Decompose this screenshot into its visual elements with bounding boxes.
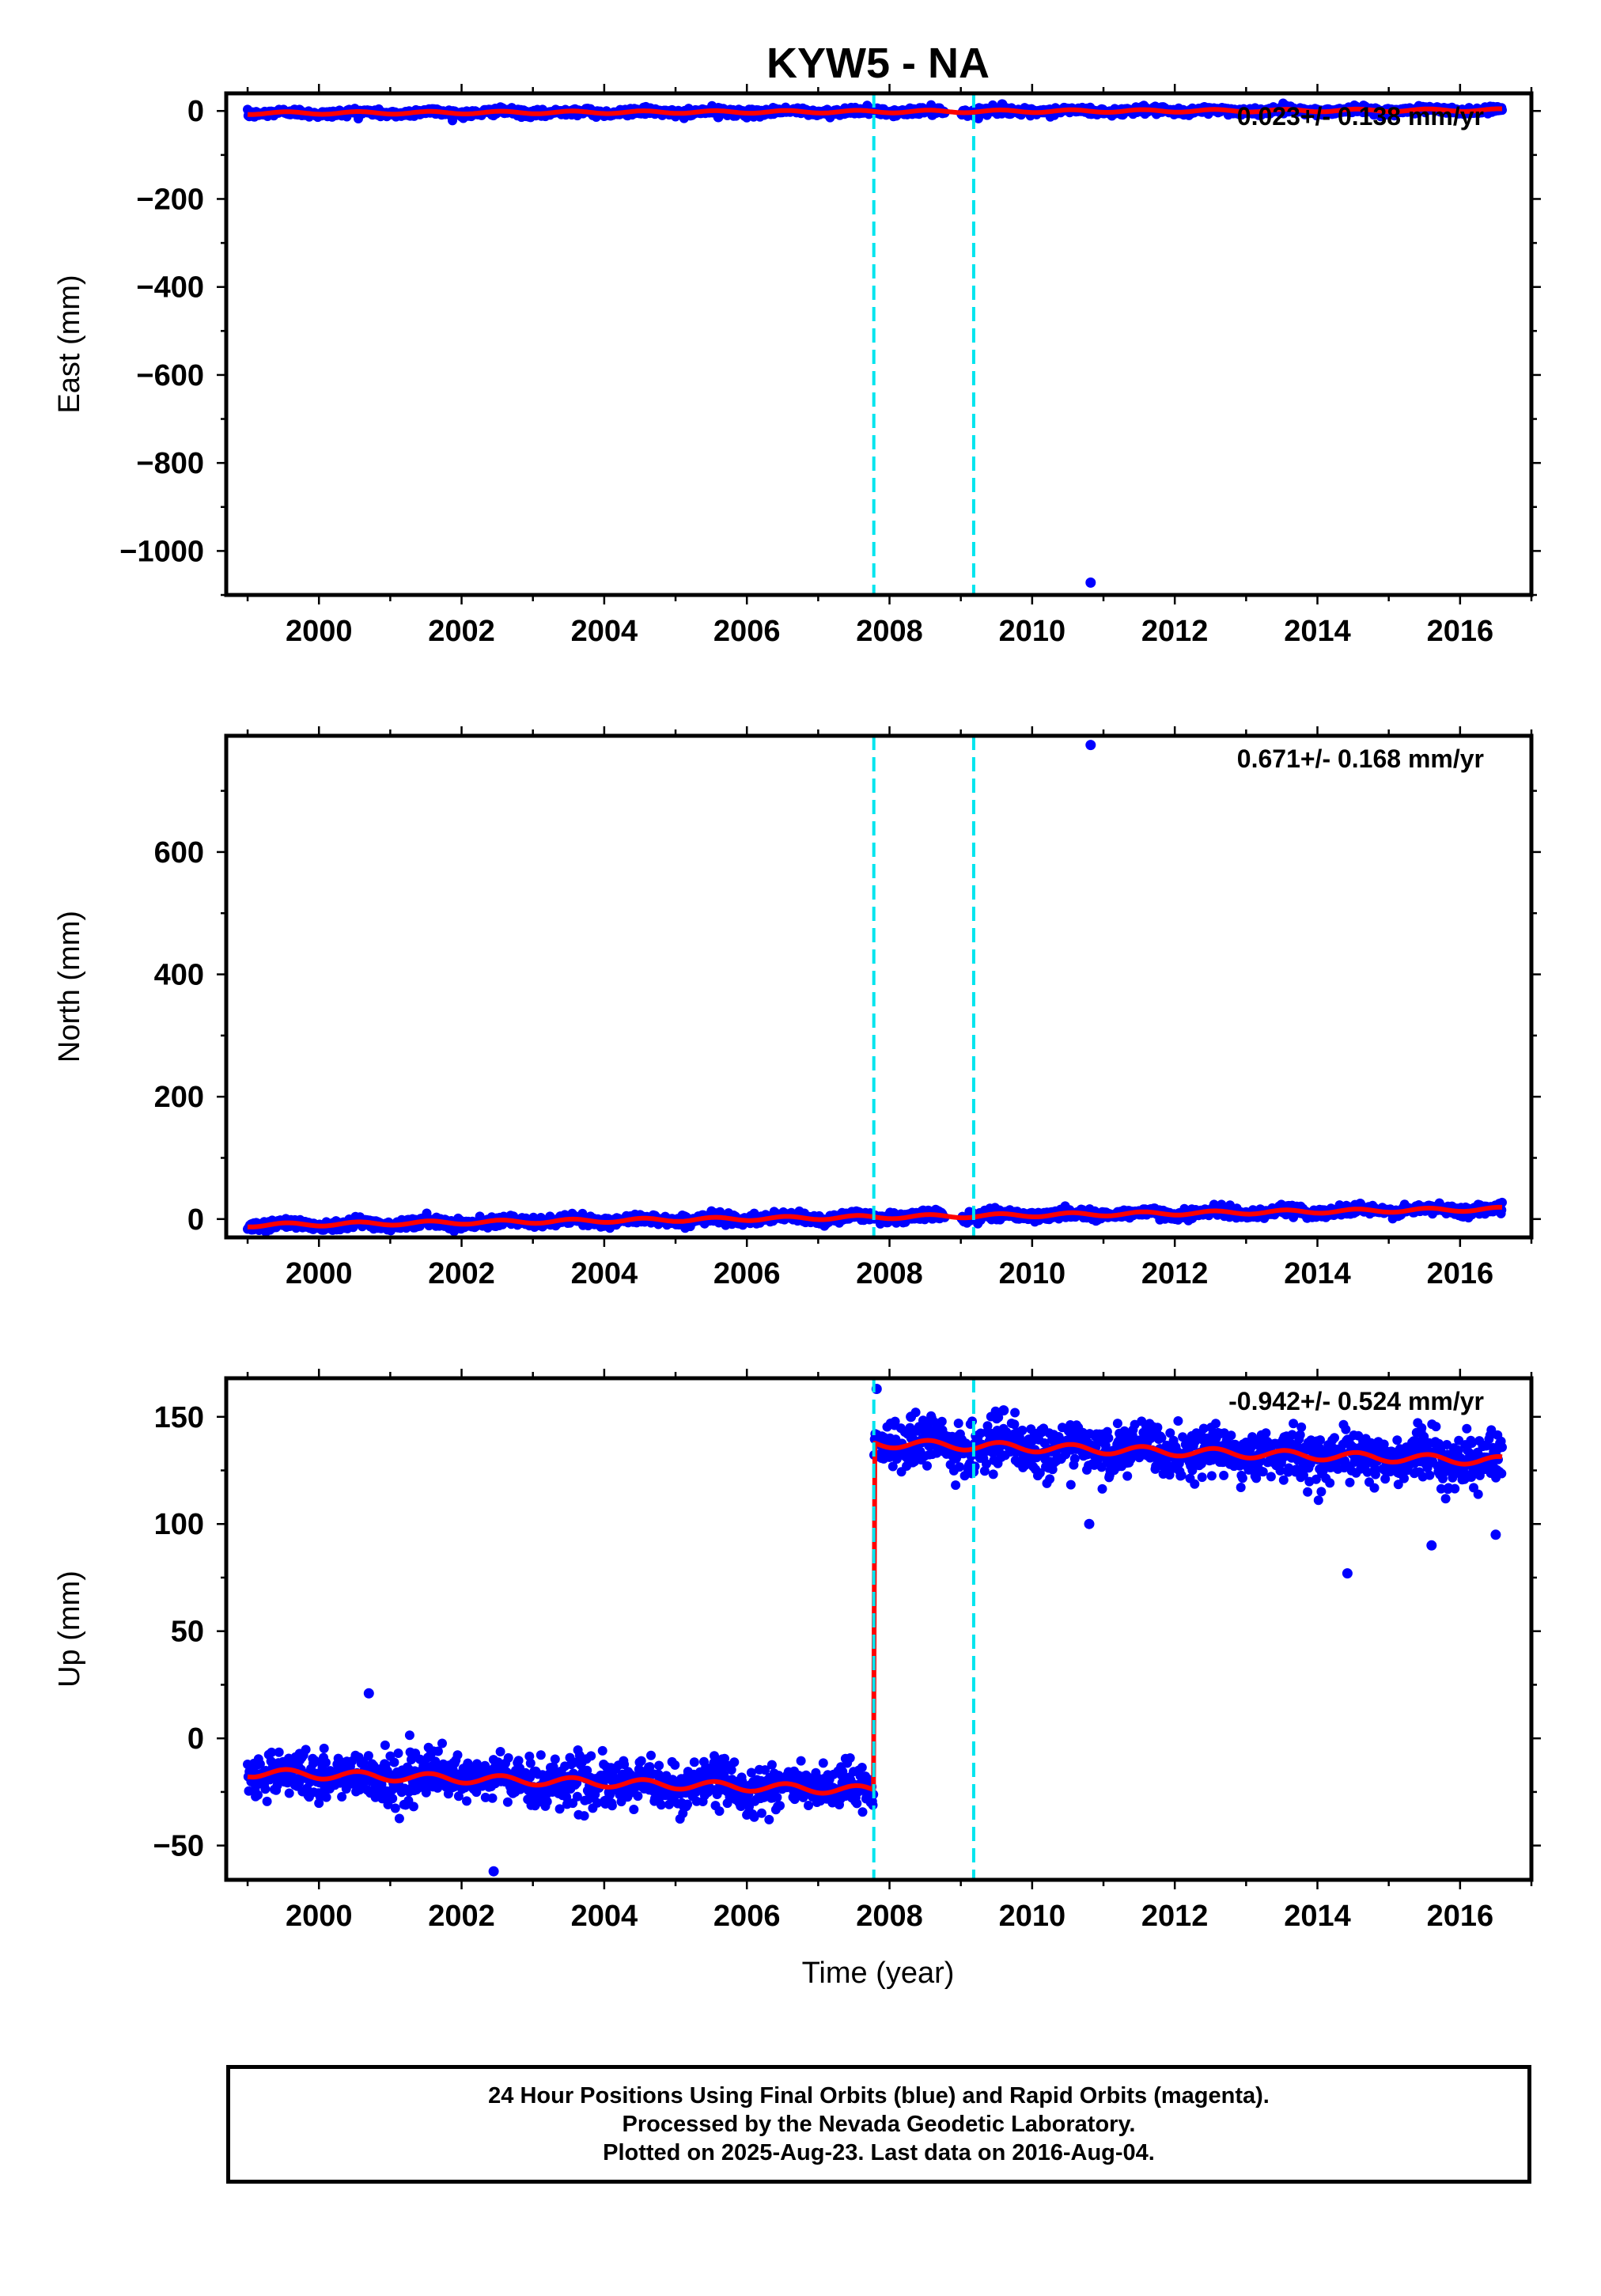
data-point <box>301 1745 311 1755</box>
data-point <box>284 1788 294 1798</box>
data-point <box>319 1743 329 1753</box>
x-tick-label: 2004 <box>571 1257 638 1290</box>
outlier-point <box>713 112 724 123</box>
data-point <box>390 1803 400 1813</box>
y-tick-label: −1000 <box>119 535 204 568</box>
data-point <box>437 1738 447 1749</box>
data-point <box>388 1794 398 1804</box>
x-tick-label: 2014 <box>1284 1257 1351 1290</box>
y-axis-label: East (mm) <box>53 275 86 413</box>
x-tick-label: 2002 <box>428 1257 495 1290</box>
x-tick-label: 2006 <box>713 615 781 648</box>
data-point <box>380 1740 390 1750</box>
x-tick-label: 2000 <box>286 615 353 648</box>
x-tick-label: 2006 <box>713 1257 781 1290</box>
data-point <box>393 1749 403 1758</box>
y-tick-label: 600 <box>154 836 204 870</box>
data-point <box>503 1752 513 1763</box>
x-tick-label: 2012 <box>1141 1257 1209 1290</box>
data-points <box>243 740 1507 1237</box>
x-tick-label: 2012 <box>1141 615 1209 648</box>
x-tick-label: 2008 <box>856 615 923 648</box>
data-point <box>404 1730 414 1741</box>
data-point <box>363 1751 373 1761</box>
y-tick-label: −200 <box>136 183 204 216</box>
x-tick-label: 2004 <box>571 615 638 648</box>
rate-label: 0.023+/- 0.138 mm/yr <box>1237 102 1484 131</box>
rate-label: 0.671+/- 0.168 mm/yr <box>1237 744 1484 773</box>
x-tick-label: 2010 <box>999 615 1066 648</box>
y-tick-label: 200 <box>154 1081 204 1114</box>
data-point <box>394 1813 404 1824</box>
data-point <box>253 1790 263 1800</box>
y-tick-label: 400 <box>154 959 204 992</box>
data-point <box>260 1784 271 1794</box>
outlier-point <box>1085 740 1096 751</box>
data-point <box>262 1796 272 1806</box>
outlier-point <box>1085 577 1096 588</box>
data-point <box>274 1747 284 1757</box>
y-axis-label: North (mm) <box>53 911 86 1063</box>
data-point <box>452 1750 463 1760</box>
data-point <box>408 1802 418 1812</box>
x-tick-label: 2010 <box>999 1257 1066 1290</box>
x-tick-label: 2016 <box>1427 615 1494 648</box>
data-point <box>462 1796 471 1806</box>
data-point <box>320 1757 331 1767</box>
panels: 2000 2002 2004 2006 2008 2010 2012 2014 20160−20… <box>53 84 1541 1933</box>
x-tick-label: 2002 <box>428 615 495 648</box>
plot-frame <box>224 91 1534 597</box>
x-tick-label: 2016 <box>1427 1257 1494 1290</box>
data-point <box>389 1757 399 1767</box>
data-point <box>321 1792 331 1802</box>
data-point <box>495 1747 505 1756</box>
data-point <box>487 1793 498 1803</box>
figure-title: KYW5 - NA <box>766 40 990 87</box>
panel-2: 2000 2002 2004 2006 2008 2010 2012 2014 2016 0 200… <box>53 726 1541 1290</box>
y-tick-label: −800 <box>136 447 204 480</box>
x-tick-label: 2000 <box>286 1257 353 1290</box>
data-point <box>502 1797 513 1807</box>
y-tick-label: −600 <box>136 359 204 392</box>
x-tick-label: 2008 <box>856 1257 923 1290</box>
y-tick-label: 0 <box>187 1203 204 1237</box>
data-points <box>243 98 1507 588</box>
panel-1: 2000 2002 2004 2006 2008 2010 2012 2014 2016 0 −20… <box>53 84 1541 648</box>
plot-frame <box>224 733 1534 1240</box>
y-tick-label: 0 <box>187 95 204 128</box>
y-tick-label: −400 <box>136 271 204 305</box>
panel-3: 2000 2002 2004 2006 2008 2010 2012 2014 2016−500… <box>53 1369 1541 1933</box>
x-tick-label: 2014 <box>1284 615 1351 648</box>
